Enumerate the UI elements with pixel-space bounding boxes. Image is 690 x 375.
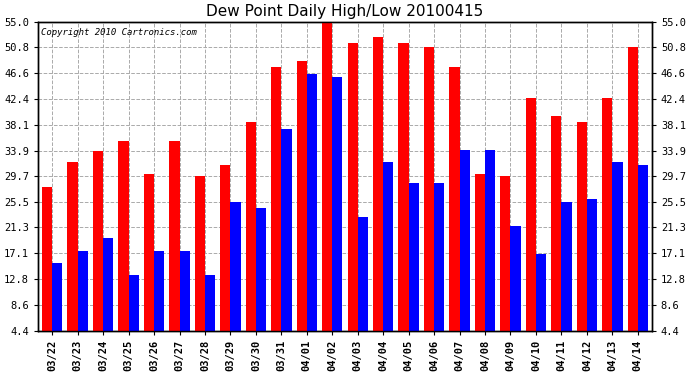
Bar (103, 238, 113, 357)
Bar (333, 76, 342, 357)
Bar (587, 199, 597, 357)
Bar (408, 183, 419, 357)
Bar (297, 62, 307, 357)
Bar (68, 162, 78, 357)
Bar (475, 174, 485, 357)
Bar (195, 176, 205, 357)
Bar (424, 47, 434, 357)
Bar (144, 174, 154, 357)
Bar (169, 141, 179, 357)
Bar (460, 150, 470, 357)
Bar (205, 275, 215, 357)
Bar (52, 263, 62, 357)
Bar (373, 37, 383, 357)
Bar (434, 183, 444, 357)
Bar (383, 162, 393, 357)
Bar (282, 129, 292, 357)
Bar (348, 43, 357, 357)
Bar (551, 116, 562, 357)
Bar (638, 165, 648, 357)
Text: Copyright 2010 Cartronics.com: Copyright 2010 Cartronics.com (41, 28, 197, 37)
Bar (485, 150, 495, 357)
Bar (179, 251, 190, 357)
Bar (246, 122, 256, 357)
Bar (398, 43, 408, 357)
Bar (42, 186, 52, 357)
Bar (271, 68, 282, 357)
Bar (220, 165, 230, 357)
Bar (230, 202, 241, 357)
Bar (511, 226, 521, 357)
Bar (577, 122, 587, 357)
Title: Dew Point Daily High/Low 20100415: Dew Point Daily High/Low 20100415 (206, 4, 484, 19)
Bar (154, 251, 164, 357)
Bar (562, 202, 571, 357)
Bar (357, 217, 368, 357)
Bar (449, 68, 460, 357)
Bar (78, 251, 88, 357)
Bar (500, 176, 511, 357)
Bar (128, 275, 139, 357)
Bar (628, 47, 638, 357)
Bar (322, 22, 333, 357)
Bar (526, 98, 536, 357)
Bar (119, 141, 128, 357)
Bar (536, 254, 546, 357)
Bar (602, 98, 612, 357)
Bar (93, 150, 103, 357)
Bar (612, 162, 622, 357)
Bar (256, 208, 266, 357)
Bar (307, 74, 317, 357)
